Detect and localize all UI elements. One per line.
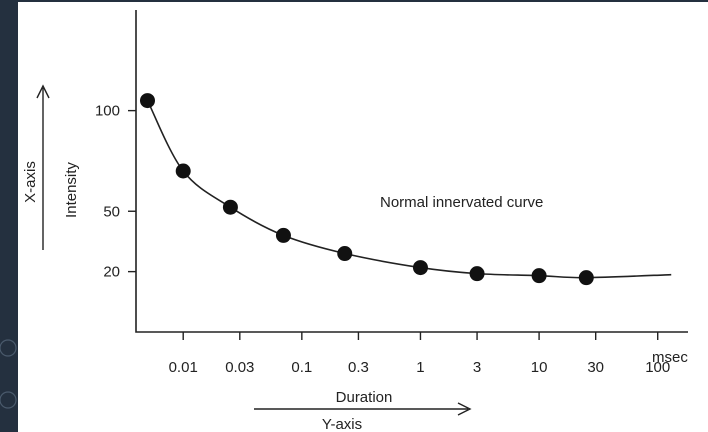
decorative-circles — [0, 339, 17, 409]
data-point — [531, 268, 547, 284]
y-axis-label: Intensity — [63, 162, 80, 218]
x-arrow-label: Y-axis — [322, 416, 362, 432]
x-tick-label: 30 — [587, 359, 604, 376]
data-point — [412, 260, 428, 276]
curve-annotation: Normal innervated curve — [380, 194, 543, 211]
x-direction-arrow — [254, 402, 472, 416]
x-tick-label: 1 — [416, 359, 424, 376]
y-direction-arrow — [36, 84, 50, 250]
y-arrow-head — [36, 84, 50, 99]
data-point — [578, 270, 594, 286]
series-group — [139, 93, 672, 286]
x-tick-label: 100 — [645, 359, 670, 376]
axes-group — [135, 10, 688, 333]
x-tick-label: 0.01 — [169, 359, 198, 376]
data-point — [175, 163, 191, 179]
x-tick-label: 0.1 — [291, 359, 312, 376]
series-line — [146, 100, 672, 279]
y-tick-label: 100 — [95, 103, 120, 120]
ticks-group: 0.01 0.03 0.1 0.3 1 3 10 30 100 100 50 20 — [95, 103, 670, 376]
data-point — [222, 199, 238, 215]
data-point — [469, 266, 485, 282]
x-tick-label: 0.3 — [348, 359, 369, 376]
axis-lines — [135, 10, 688, 333]
x-axis-label: Duration — [336, 389, 393, 406]
x-tick-label: 10 — [531, 359, 548, 376]
y-arrow-label: X-axis — [22, 161, 39, 203]
y-tick-label: 50 — [103, 203, 120, 220]
data-point — [275, 227, 291, 243]
chart-panel — [18, 2, 708, 432]
x-arrow-head — [457, 402, 472, 416]
data-point — [139, 93, 155, 109]
x-tick-label: 3 — [473, 359, 481, 376]
y-tick-label: 20 — [103, 264, 120, 281]
x-tick-label: 0.03 — [225, 359, 254, 376]
data-point — [337, 246, 353, 262]
x-unit-label: msec — [652, 349, 688, 366]
